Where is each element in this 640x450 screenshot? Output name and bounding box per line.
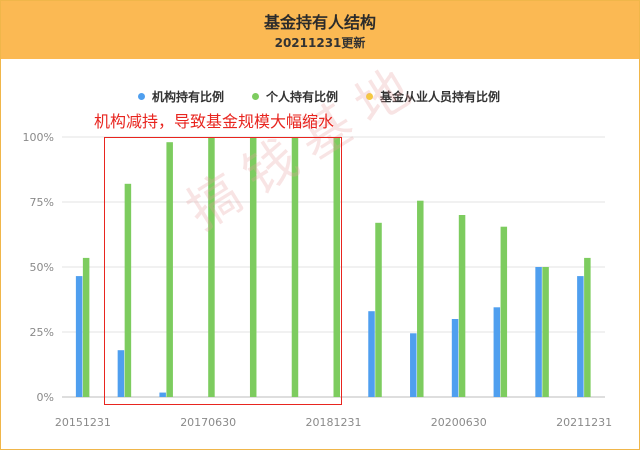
bar-institution	[577, 276, 584, 397]
bar-institution	[410, 333, 417, 397]
bar-individual	[417, 200, 424, 397]
legend-dot-employee	[366, 92, 373, 100]
annotation-text: 机构减持，导致基金规模大幅缩水	[94, 112, 335, 131]
legend-label-institution: 机构持有比例	[151, 89, 224, 104]
bar-individual	[166, 142, 173, 397]
legend-item-institution: 机构持有比例	[137, 88, 224, 105]
chart-header: 基金持有人结构 20211231更新	[1, 1, 639, 59]
bar-individual	[333, 137, 340, 397]
x-tick-label: 20181231	[306, 416, 362, 429]
bar-individual	[82, 257, 90, 397]
legend-item-individual: 个人持有比例	[251, 88, 338, 105]
bar-institution	[493, 307, 501, 397]
bar-individual	[458, 215, 466, 397]
bar-individual	[375, 222, 382, 397]
x-tick-label: 20200630	[431, 416, 487, 429]
chart-legend: 机构持有比例 个人持有比例 基金从业人员持有比例	[0, 86, 638, 106]
legend-dot-individual	[251, 92, 259, 100]
y-tick-label: 50%	[30, 261, 54, 274]
legend-label-employee: 基金从业人员持有比例	[380, 89, 501, 104]
bar-individual	[500, 226, 508, 397]
chart-title: 基金持有人结构	[263, 13, 376, 32]
x-tick-label: 20211231	[556, 416, 612, 429]
bar-individual	[208, 137, 215, 397]
bar-institution	[368, 311, 375, 397]
bar-individual	[249, 137, 257, 397]
legend-dot-institution	[137, 92, 145, 100]
y-tick-label: 25%	[30, 326, 54, 339]
legend-item-employee: 基金从业人员持有比例	[366, 88, 500, 105]
y-tick-label: 0%	[37, 391, 54, 404]
x-tick-label: 20151231	[55, 416, 111, 429]
y-tick-label: 100%	[23, 131, 54, 144]
chart-subtitle: 20211231更新	[274, 36, 366, 50]
bar-individual	[124, 183, 132, 397]
bar-institution	[117, 350, 125, 397]
bar-institution	[451, 319, 459, 397]
bar-institution	[535, 267, 542, 397]
bar-individual	[584, 257, 591, 397]
highlight-box	[104, 137, 342, 405]
bar-individual	[291, 137, 299, 397]
y-tick-label: 75%	[30, 196, 54, 209]
bar-institution	[159, 392, 166, 397]
bar-individual	[542, 267, 549, 397]
bar-institution	[75, 276, 83, 397]
legend-label-individual: 个人持有比例	[265, 89, 338, 104]
x-tick-label: 20170630	[180, 416, 236, 429]
